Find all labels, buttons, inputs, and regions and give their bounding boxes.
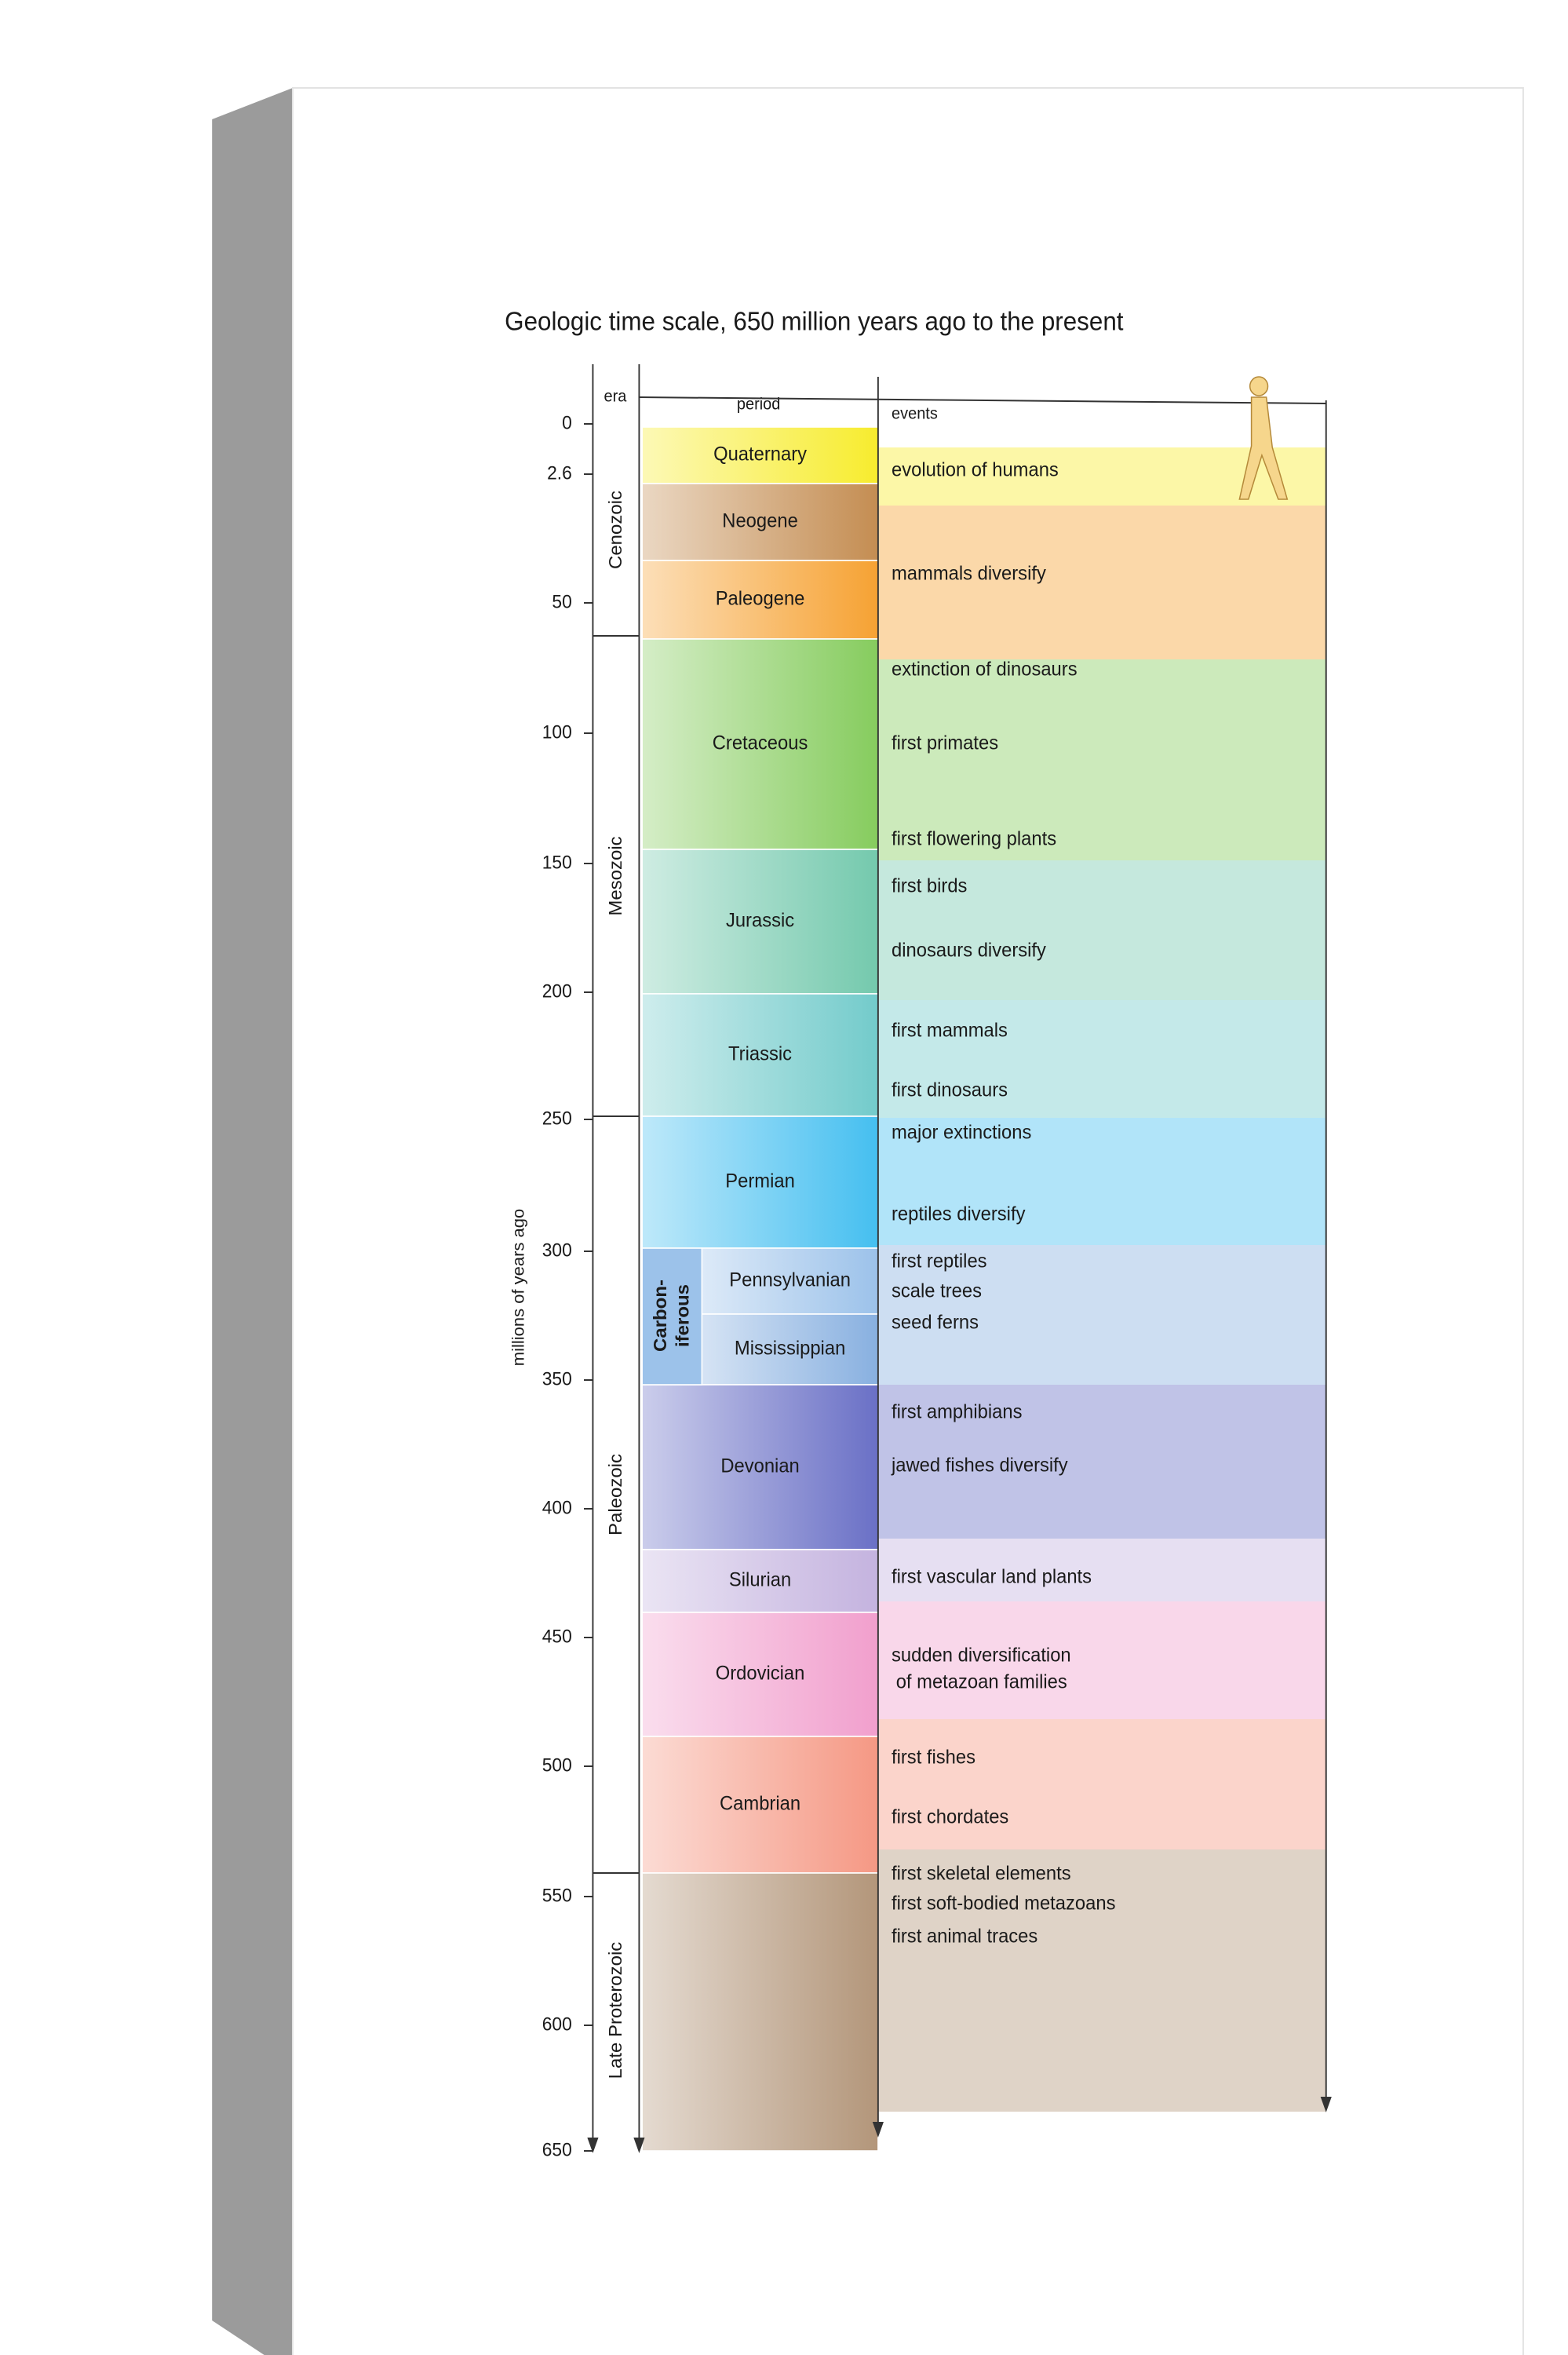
period-cell [641, 638, 879, 850]
event-label: mammals diversify [892, 563, 1047, 585]
event-band [877, 1719, 1326, 1849]
tick-label: 50 [552, 591, 571, 612]
event-label: first birds [892, 875, 967, 897]
tick-label: 150 [542, 852, 572, 873]
period-cell [641, 849, 879, 995]
tick-label: 600 [542, 2014, 572, 2035]
event-band [877, 1000, 1326, 1118]
period-cell [641, 1384, 879, 1550]
period-label: Neogene [722, 510, 798, 532]
human-figure [1238, 376, 1289, 500]
event-label: jawed fishes diversify [891, 1455, 1068, 1477]
period-label: Pennsylvanian [729, 1269, 851, 1291]
event-label: first chordates [892, 1806, 1008, 1828]
event-label: of metazoan families [896, 1671, 1067, 1693]
event-label: first animal traces [892, 1926, 1037, 1948]
era-label: Late Proterozoic [605, 1941, 625, 2079]
era-label: Cenozoic [605, 491, 625, 569]
axis-label: millions of years ago [509, 1209, 527, 1367]
event-label: extinction of dinosaurs [892, 659, 1078, 681]
tick-label: 350 [542, 1368, 572, 1389]
event-label: reptiles diversify [892, 1203, 1026, 1225]
tick-label: 550 [542, 1885, 572, 1906]
event-label: scale trees [892, 1280, 982, 1302]
title: Geologic time scale, 650 million years a… [505, 307, 1123, 336]
header-era: era [604, 387, 627, 406]
header-line [639, 396, 1326, 404]
event-label: evolution of humans [892, 459, 1059, 481]
event-band [877, 1601, 1326, 1719]
event-band [877, 1849, 1326, 2112]
period-cell [641, 1549, 879, 1613]
tick-label: 400 [542, 1497, 572, 1518]
event-label: sudden diversification [892, 1645, 1071, 1667]
canvas-side [212, 88, 293, 2355]
arrow [872, 2122, 884, 2138]
period-cell [641, 993, 879, 1117]
event-label: first reptiles [892, 1251, 987, 1272]
header-events: events [892, 404, 938, 423]
period-cell [641, 483, 879, 561]
event-label: dinosaurs diversify [892, 940, 1047, 962]
tick-label: 300 [542, 1240, 572, 1261]
event-band [877, 506, 1326, 659]
arrow [633, 2138, 645, 2153]
event-label: first vascular land plants [892, 1566, 1092, 1588]
carboniferous-label: iferous [673, 1284, 692, 1347]
period-label: Ordovician [716, 1663, 805, 1685]
tick-label: 100 [542, 721, 572, 743]
arrow [1320, 2097, 1332, 2112]
period-label: Triassic [728, 1043, 792, 1065]
period-label: Devonian [720, 1455, 799, 1477]
period-cell [641, 1115, 879, 1249]
tick-label: 650 [542, 2139, 572, 2160]
event-band [877, 1245, 1326, 1385]
event-band [877, 860, 1326, 1000]
event-label: first fishes [892, 1747, 975, 1769]
tick-label: 2.6 [547, 462, 572, 484]
event-band [877, 1118, 1326, 1245]
carboniferous-label: Carbon- [651, 1280, 670, 1352]
event-label: first skeletal elements [892, 1863, 1071, 1885]
period-label: Cretaceous [713, 732, 808, 754]
event-label: first soft-bodied metazoans [892, 1893, 1115, 1915]
period-cell [641, 1872, 879, 2152]
tick-label: 250 [542, 1108, 572, 1129]
event-label: first amphibians [892, 1401, 1023, 1423]
event-label: major extinctions [892, 1122, 1031, 1144]
period-label: Mississippian [735, 1338, 845, 1360]
period-label: Quaternary [713, 444, 808, 466]
event-label: seed ferns [892, 1312, 979, 1334]
period-cell [641, 426, 879, 484]
era-label: Mesozoic [605, 836, 625, 916]
event-band [877, 1539, 1326, 1601]
header-period: period [737, 395, 781, 414]
event-band [877, 1385, 1326, 1539]
tick-label: 0 [562, 412, 572, 433]
era-label: Paleozoic [605, 1454, 625, 1535]
period-label: Paleogene [716, 588, 805, 610]
canvas-front [292, 87, 1524, 2355]
period-label: Permian [725, 1170, 795, 1192]
event-label: first primates [892, 732, 998, 754]
tick-label: 500 [542, 1754, 572, 1776]
carboniferous-cell [641, 1247, 703, 1386]
event-label: first dinosaurs [892, 1079, 1008, 1101]
tick-label: 200 [542, 980, 572, 1002]
period-cell [641, 1736, 879, 1874]
event-label: first flowering plants [892, 828, 1056, 850]
event-label: first mammals [892, 1020, 1008, 1042]
period-label: Jurassic [726, 910, 794, 932]
period-cell [641, 560, 879, 640]
period-label: Silurian [729, 1569, 791, 1591]
event-band [877, 659, 1326, 860]
period-label: Cambrian [720, 1793, 800, 1815]
arrow [587, 2138, 599, 2153]
tick-label: 450 [542, 1626, 572, 1647]
